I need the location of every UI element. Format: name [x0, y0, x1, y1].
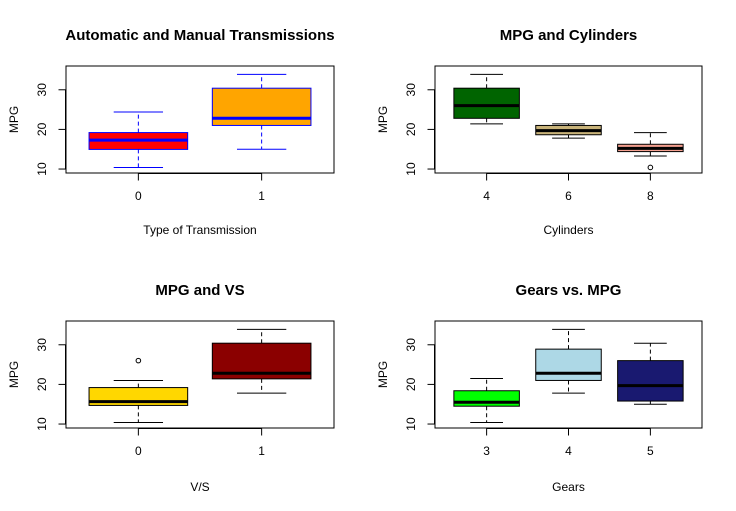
- x-tick-label: 1: [258, 444, 265, 458]
- y-tick-label: 30: [35, 338, 49, 352]
- y-tick-label: 30: [35, 83, 49, 97]
- chart-panel-3: MPG and VS V/S MPG 10 20 30 0 1: [7, 282, 335, 494]
- box-iqr: [617, 360, 684, 402]
- box-3: [453, 377, 520, 423]
- x-tick-label: 0: [135, 189, 142, 203]
- y-tick-label: 20: [35, 377, 49, 391]
- x-tick-label: 4: [565, 444, 572, 458]
- box-iqr: [453, 390, 520, 407]
- y-tick-label: 10: [404, 417, 418, 431]
- y-tick-label: 10: [404, 162, 418, 176]
- x-tick-label: 0: [135, 444, 142, 458]
- plot-frame: [434, 65, 703, 174]
- y-tick-label: 20: [35, 122, 49, 136]
- box-6: [535, 123, 602, 139]
- y-axis-label: MPG: [376, 106, 390, 133]
- chart-panel-1: Automatic and Manual Transmissions Type o…: [7, 27, 334, 237]
- chart-title: MPG and Cylinders: [500, 27, 638, 44]
- box-0: [88, 111, 189, 168]
- box-iqr: [535, 348, 602, 381]
- box-8: [617, 132, 684, 171]
- box-4: [453, 73, 520, 125]
- box-1: [211, 73, 312, 150]
- box-0: [88, 357, 189, 423]
- x-tick-label: 8: [647, 189, 654, 203]
- x-axis-label: Type of Transmission: [143, 223, 256, 237]
- x-tick-label: 5: [647, 444, 654, 458]
- y-axis-label: MPG: [7, 361, 21, 388]
- chart-panel-2: MPG and Cylinders Cylinders MPG 10 20 30 4 6 8: [376, 27, 703, 237]
- box-4: [535, 328, 602, 394]
- x-tick-label: 4: [483, 189, 490, 203]
- x-tick-label: 3: [483, 444, 490, 458]
- x-axis-label: V/S: [190, 480, 209, 494]
- y-tick-label: 10: [35, 417, 49, 431]
- x-axis-label: Cylinders: [543, 223, 593, 237]
- y-axis-label: MPG: [376, 361, 390, 388]
- chart-panel-4: Gears vs. MPG Gears MPG 10 20 30 3 4 5: [376, 282, 703, 494]
- y-axis-label: MPG: [7, 106, 21, 133]
- box-1: [211, 328, 312, 394]
- x-tick-label: 6: [565, 189, 572, 203]
- y-tick-label: 30: [404, 338, 418, 352]
- x-tick-label: 1: [258, 189, 265, 203]
- outlier-point: [647, 164, 654, 171]
- chart-title: Gears vs. MPG: [516, 282, 622, 299]
- y-tick-label: 20: [404, 377, 418, 391]
- box-iqr: [211, 87, 312, 126]
- y-tick-label: 20: [404, 122, 418, 136]
- box-5: [617, 342, 684, 405]
- chart-title: Automatic and Manual Transmissions: [65, 27, 334, 44]
- chart-title: MPG and VS: [155, 282, 244, 299]
- outlier-point: [135, 357, 142, 364]
- y-tick-label: 30: [404, 83, 418, 97]
- y-tick-label: 10: [35, 162, 49, 176]
- x-axis-label: Gears: [552, 480, 585, 494]
- box-iqr: [453, 87, 520, 119]
